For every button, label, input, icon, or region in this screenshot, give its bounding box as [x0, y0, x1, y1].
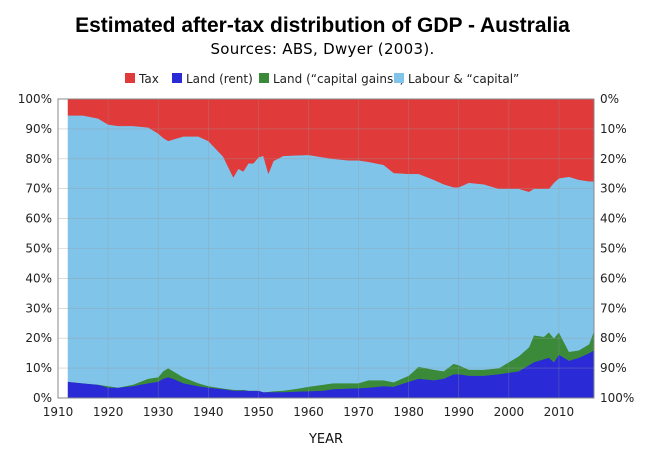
x-tick: 1970 — [343, 405, 374, 419]
legend-swatch — [172, 73, 182, 83]
y-tick-left: 20% — [25, 331, 52, 345]
y-tick-right: 90% — [600, 361, 627, 375]
y-tick-left: 100% — [18, 92, 52, 106]
chart-subtitle: Sources: ABS, Dwyer (2003). — [210, 40, 435, 58]
legend-swatch — [394, 73, 404, 83]
legend-label: Land (rent) — [186, 72, 253, 86]
y-tick-left: 30% — [25, 301, 52, 315]
y-tick-right: 20% — [600, 152, 627, 166]
x-tick: 1960 — [293, 405, 324, 419]
x-tick: 1910 — [43, 405, 74, 419]
y-tick-right: 30% — [600, 182, 627, 196]
y-tick-left: 40% — [25, 271, 52, 285]
y-axis-left: 0% 10% 20% 30% 40% 50% 60% 70% 80% 90% 100% — [18, 92, 52, 405]
y-axis-right: 100% 90% 80% 70% 60% 50% 40% 30% 20% 10% 0% — [600, 92, 634, 405]
y-tick-right: 0% — [600, 92, 619, 106]
legend-label: Tax — [138, 72, 159, 86]
x-axis: 1910 1920 1930 1940 1950 1960 1970 1980 1990 2000… — [43, 405, 574, 419]
y-tick-left: 10% — [25, 361, 52, 375]
y-tick-right: 60% — [600, 271, 627, 285]
x-tick: 1950 — [243, 405, 274, 419]
legend-label: Land (“capital gains”) — [273, 72, 404, 86]
x-tick: 1930 — [143, 405, 174, 419]
y-tick-left: 0% — [33, 391, 52, 405]
x-axis-label: YEAR — [308, 432, 343, 447]
y-tick-right: 80% — [600, 331, 627, 345]
area-layers — [67, 98, 595, 399]
legend: Tax Land (rent) Land (“capital gains”) Labo… — [125, 72, 519, 86]
y-tick-right: 10% — [600, 122, 627, 136]
x-tick: 2000 — [494, 405, 525, 419]
plot-frame — [57, 98, 595, 399]
chart-title: Estimated after-tax distribution of GDP … — [75, 14, 570, 37]
y-tick-left: 80% — [25, 152, 52, 166]
x-tick: 1940 — [193, 405, 224, 419]
y-tick-left: 90% — [25, 122, 52, 136]
y-tick-right: 50% — [600, 242, 627, 256]
y-tick-left: 70% — [25, 182, 52, 196]
x-tick: 1990 — [443, 405, 474, 419]
y-tick-left: 60% — [25, 212, 52, 226]
legend-swatch — [125, 73, 135, 83]
legend-label: Labour & “capital” — [408, 72, 519, 86]
legend-swatch — [259, 73, 269, 83]
x-tick: 2010 — [544, 405, 575, 419]
x-tick: 1980 — [393, 405, 424, 419]
x-tick: 1920 — [93, 405, 124, 419]
y-tick-right: 70% — [600, 301, 627, 315]
y-tick-right: 40% — [600, 212, 627, 226]
y-tick-left: 50% — [25, 242, 52, 256]
y-tick-right: 100% — [600, 391, 634, 405]
